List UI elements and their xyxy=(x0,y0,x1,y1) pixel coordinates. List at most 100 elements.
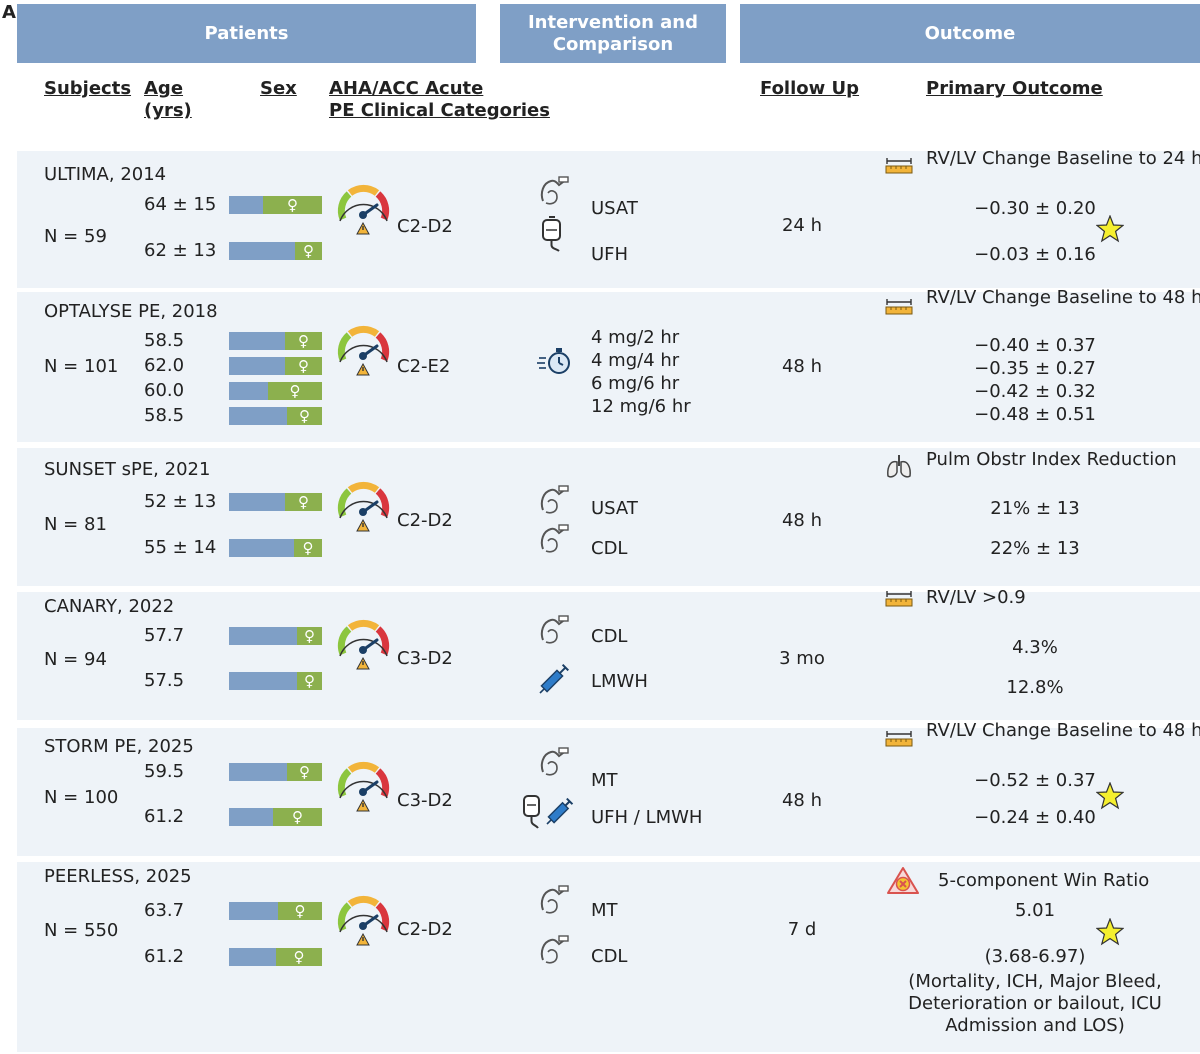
outcome-value: (Mortality, ICH, Major Bleed, xyxy=(908,971,1162,992)
sample-size: N = 94 xyxy=(44,649,107,670)
outcome-value: −0.40 ± 0.37 xyxy=(974,335,1096,356)
outcome-value: −0.48 ± 0.51 xyxy=(974,404,1096,425)
syringe-icon xyxy=(537,662,571,700)
column-header-follow-up: Follow Up xyxy=(760,78,860,99)
intervention-label: 4 mg/4 hr xyxy=(591,350,680,371)
male-fraction-fill xyxy=(229,357,285,375)
catheter-icon xyxy=(537,523,571,561)
severity-gauge-icon xyxy=(335,181,391,237)
female-symbol: ♀ xyxy=(292,808,303,826)
outcome-value: 12.8% xyxy=(1006,677,1064,698)
female-symbol: ♀ xyxy=(298,332,309,350)
female-symbol: ♀ xyxy=(303,242,314,260)
outcome-title: RV/LV Change Baseline to 48 hr xyxy=(926,720,1200,741)
intervention-label: 12 mg/6 hr xyxy=(591,396,691,417)
sex-bar: ♀ xyxy=(229,242,322,260)
column-header-age: Age (yrs) xyxy=(144,78,192,121)
clinical-category: C3-D2 xyxy=(397,648,453,669)
male-fraction-fill xyxy=(229,242,295,260)
age-value: 64 ± 15 xyxy=(144,194,217,215)
female-symbol: ♀ xyxy=(294,902,306,920)
sex-bar: ♀ xyxy=(229,407,322,425)
column-header-aha: AHA/ACC Acute PE Clinical Categories xyxy=(329,78,550,121)
male-fraction-fill xyxy=(229,672,297,690)
intervention-label: CDL xyxy=(591,626,628,647)
clinical-category: C2-E2 xyxy=(397,356,451,377)
ruler-icon xyxy=(885,298,913,320)
age-value: 57.7 xyxy=(144,625,185,646)
sex-bar: ♀ xyxy=(229,357,322,375)
outcome-value: 22% ± 13 xyxy=(990,538,1080,559)
header-patients: Patients xyxy=(17,4,476,63)
column-header-sex: Sex xyxy=(260,78,297,99)
female-symbol: ♀ xyxy=(287,196,298,214)
trial-row: OPTALYSE PE, 2018 N = 101 58.5 ♀ 62.0 ♀ 60.0 ♀ 5… xyxy=(17,287,1200,442)
outcome-value: (3.68-6.97) xyxy=(984,946,1086,967)
age-value: 63.7 xyxy=(144,900,185,921)
sex-bar: ♀ xyxy=(229,672,322,690)
lungs-icon xyxy=(885,454,913,484)
severity-gauge-icon xyxy=(335,616,391,672)
clinical-category: C3-D2 xyxy=(397,790,453,811)
age-value: 62 ± 13 xyxy=(144,240,217,261)
male-fraction-fill xyxy=(229,382,268,400)
sex-bar: ♀ xyxy=(229,948,322,966)
female-symbol: ♀ xyxy=(304,672,315,690)
female-symbol: ♀ xyxy=(298,493,309,511)
intervention-label: LMWH xyxy=(591,671,648,692)
follow-up-value: 48 h xyxy=(781,356,823,377)
follow-up-value: 3 mo xyxy=(779,648,825,669)
age-value: 62.0 xyxy=(144,355,185,376)
trial-row: ULTIMA, 2014 N = 59 64 ± 15 ♀ 62 ± 13 ♀ C2-D2 U… xyxy=(17,148,1200,288)
female-symbol: ♀ xyxy=(289,382,301,400)
star-icon xyxy=(1095,781,1125,814)
male-fraction-fill xyxy=(229,407,287,425)
star-icon xyxy=(1095,917,1125,950)
ruler-icon xyxy=(885,730,913,752)
catheter-icon xyxy=(537,746,571,784)
outcome-value: −0.35 ± 0.27 xyxy=(974,358,1096,379)
sex-bar: ♀ xyxy=(229,808,322,826)
outcome-title: RV/LV >0.9 xyxy=(926,587,1026,608)
column-header-subjects: Subjects xyxy=(44,78,132,99)
severity-gauge-icon xyxy=(335,758,391,814)
male-fraction-fill xyxy=(229,196,263,214)
study-name: SUNSET sPE, 2021 xyxy=(44,459,211,480)
column-header-primary-outcome: Primary Outcome xyxy=(926,78,1103,99)
age-value: 61.2 xyxy=(144,946,185,967)
age-value: 58.5 xyxy=(144,330,185,351)
study-name: STORM PE, 2025 xyxy=(44,736,194,757)
male-fraction-fill xyxy=(229,763,287,781)
catheter-icon xyxy=(537,484,571,522)
trial-row: SUNSET sPE, 2021 N = 81 52 ± 13 ♀ 55 ± 14 ♀ C2… xyxy=(17,448,1200,586)
sample-size: N = 59 xyxy=(44,226,107,247)
outcome-title: 5-component Win Ratio xyxy=(938,870,1150,891)
clinical-category: C2-D2 xyxy=(397,510,453,531)
sex-bar: ♀ xyxy=(229,196,322,214)
sex-bar: ♀ xyxy=(229,902,322,920)
follow-up-value: 48 h xyxy=(781,790,823,811)
sex-bar: ♀ xyxy=(229,627,322,645)
age-value: 60.0 xyxy=(144,380,185,401)
trial-row: PEERLESS, 2025 N = 550 63.7 ♀ 61.2 ♀ C2-D2 MT CD… xyxy=(17,862,1200,1052)
outcome-title: RV/LV Change Baseline to 48 hr xyxy=(926,287,1200,308)
trial-row: CANARY, 2022 N = 94 57.7 ♀ 57.5 ♀ C3-D2 CDL LMWH… xyxy=(17,587,1200,720)
outcome-value: 21% ± 13 xyxy=(990,498,1080,519)
female-symbol: ♀ xyxy=(304,627,315,645)
intervention-label: 4 mg/2 hr xyxy=(591,327,680,348)
study-name: CANARY, 2022 xyxy=(44,596,175,617)
outcome-value: 5.01 xyxy=(1014,900,1056,921)
stopwatch-icon xyxy=(537,346,573,380)
male-fraction-fill xyxy=(229,808,273,826)
catheter-icon xyxy=(537,884,571,922)
intervention-label: CDL xyxy=(591,538,628,559)
header-intervention: Intervention and Comparison xyxy=(500,4,726,63)
sex-bar: ♀ xyxy=(229,539,322,557)
male-fraction-fill xyxy=(229,902,278,920)
sample-size: N = 100 xyxy=(44,787,119,808)
intervention-label: MT xyxy=(591,770,618,791)
catheter-icon xyxy=(537,934,571,972)
follow-up-value: 48 h xyxy=(781,510,823,531)
outcome-value: −0.42 ± 0.32 xyxy=(974,381,1096,402)
male-fraction-fill xyxy=(229,948,276,966)
